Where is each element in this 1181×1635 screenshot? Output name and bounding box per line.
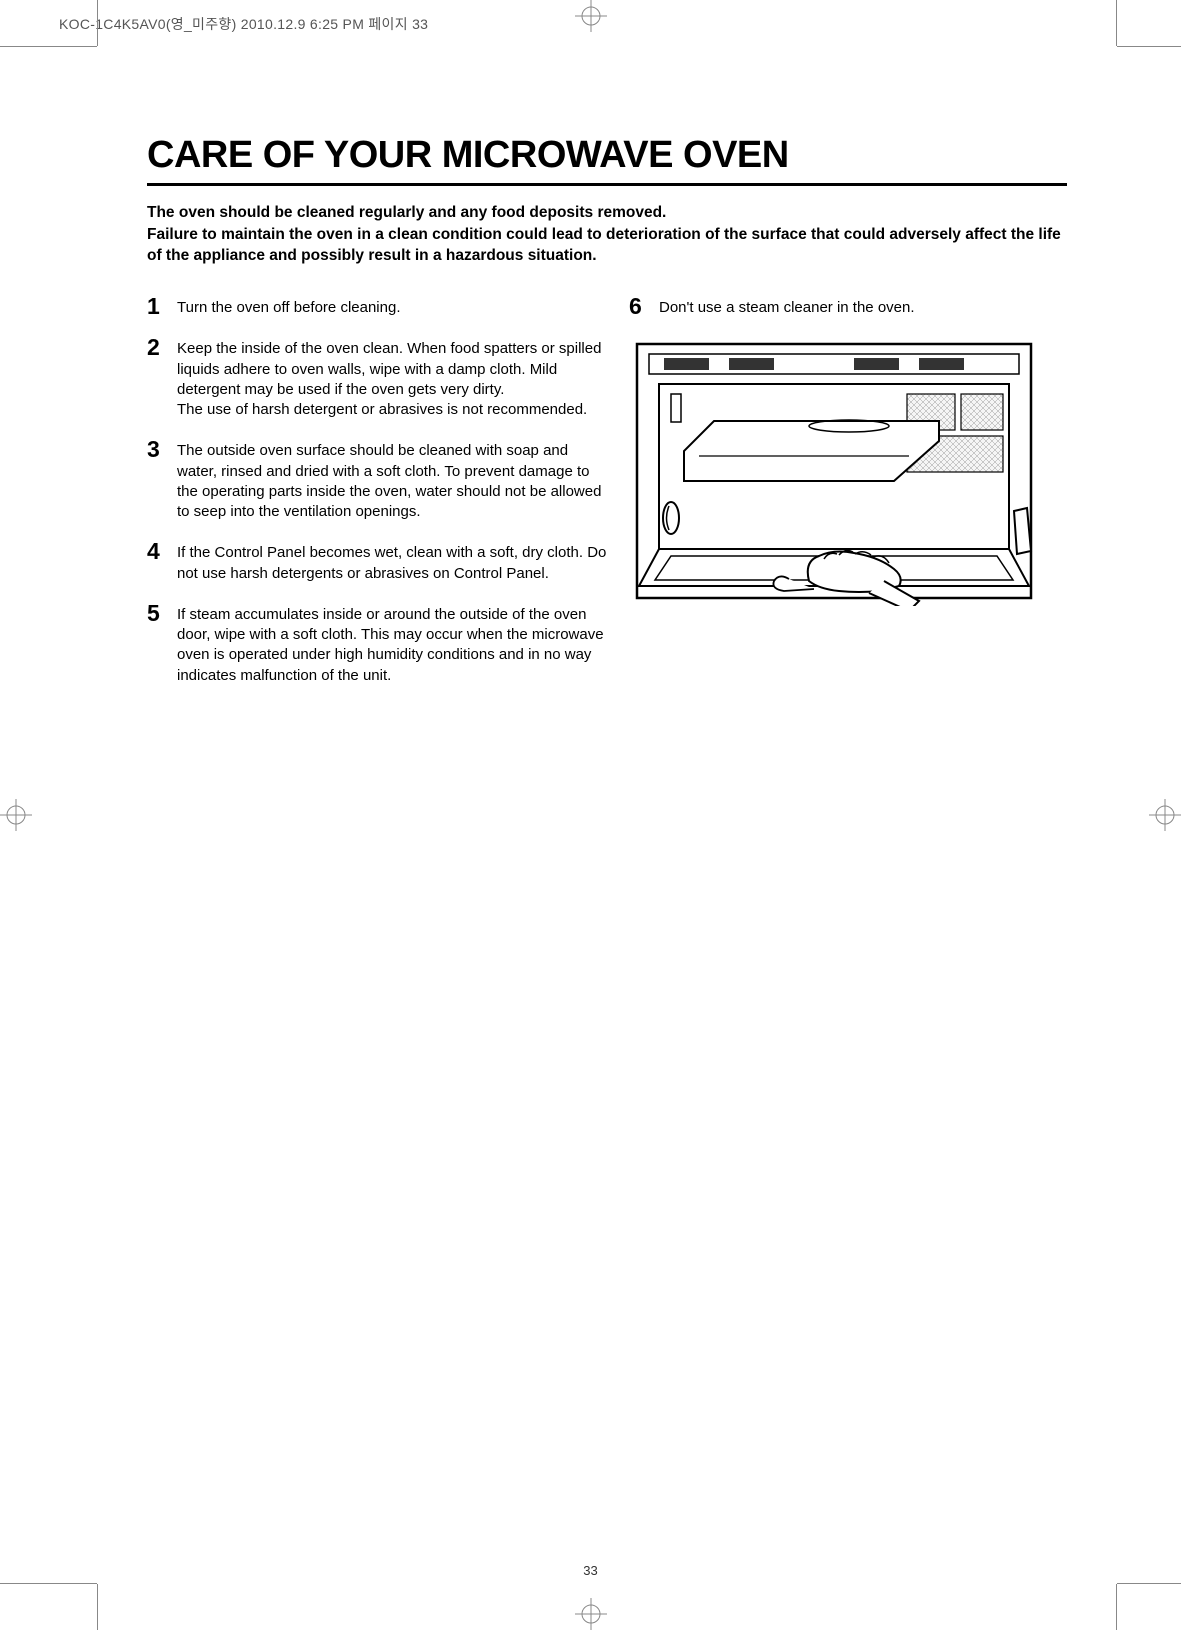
page-number: 33 bbox=[583, 1563, 597, 1578]
step-number: 4 bbox=[147, 540, 165, 584]
registration-mark-icon bbox=[575, 0, 607, 32]
step-item: 1 Turn the oven off before cleaning. bbox=[147, 295, 607, 318]
step-number: 5 bbox=[147, 602, 165, 686]
crop-mark bbox=[1117, 1583, 1181, 1584]
intro-line: The oven should be cleaned regularly and… bbox=[147, 202, 1067, 224]
step-number: 1 bbox=[147, 295, 165, 318]
crop-mark bbox=[97, 0, 98, 46]
step-text: The outside oven surface should be clean… bbox=[177, 438, 607, 522]
page-title: CARE OF YOUR MICROWAVE OVEN bbox=[147, 134, 1067, 186]
file-header-text: KOC-1C4K5AV0(영_미주향) 2010.12.9 6:25 PM 페이… bbox=[59, 14, 428, 34]
oven-cleaning-illustration bbox=[629, 336, 1039, 606]
step-text: If the Control Panel becomes wet, clean … bbox=[177, 540, 607, 584]
step-text: If steam accumulates inside or around th… bbox=[177, 602, 607, 686]
step-text: Keep the inside of the oven clean. When … bbox=[177, 336, 607, 420]
intro-line: Failure to maintain the oven in a clean … bbox=[147, 224, 1067, 267]
right-column: 6 Don't use a steam cleaner in the oven. bbox=[629, 295, 1067, 704]
crop-mark bbox=[97, 1584, 98, 1630]
left-column: 1 Turn the oven off before cleaning. 2 K… bbox=[147, 295, 607, 704]
intro-text: The oven should be cleaned regularly and… bbox=[147, 202, 1067, 267]
crop-mark bbox=[1117, 46, 1181, 47]
step-item: 2 Keep the inside of the oven clean. Whe… bbox=[147, 336, 607, 420]
crop-mark bbox=[1116, 0, 1117, 46]
step-text: Don't use a steam cleaner in the oven. bbox=[659, 295, 915, 318]
content-columns: 1 Turn the oven off before cleaning. 2 K… bbox=[147, 295, 1067, 704]
crop-mark bbox=[0, 46, 97, 47]
step-number: 2 bbox=[147, 336, 165, 420]
registration-mark-icon bbox=[575, 1598, 607, 1630]
step-number: 3 bbox=[147, 438, 165, 522]
registration-mark-icon bbox=[0, 799, 32, 831]
crop-mark bbox=[1116, 1584, 1117, 1630]
page-content: CARE OF YOUR MICROWAVE OVEN The oven sho… bbox=[147, 134, 1067, 1550]
step-item: 5 If steam accumulates inside or around … bbox=[147, 602, 607, 686]
crop-mark bbox=[0, 1583, 97, 1584]
step-item: 6 Don't use a steam cleaner in the oven. bbox=[629, 295, 1067, 318]
step-text: Turn the oven off before cleaning. bbox=[177, 295, 400, 318]
registration-mark-icon bbox=[1149, 799, 1181, 831]
step-item: 3 The outside oven surface should be cle… bbox=[147, 438, 607, 522]
step-item: 4 If the Control Panel becomes wet, clea… bbox=[147, 540, 607, 584]
step-number: 6 bbox=[629, 295, 647, 318]
